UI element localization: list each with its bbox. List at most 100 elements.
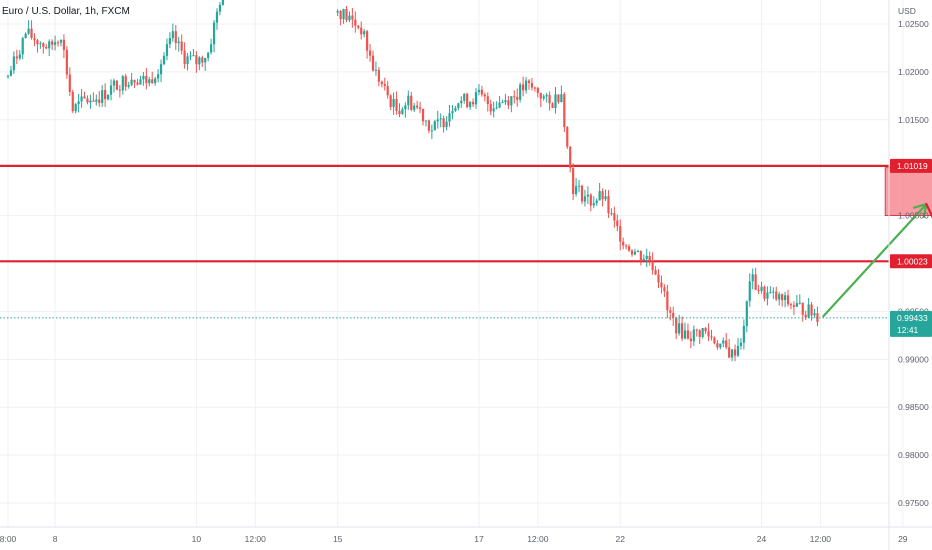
price-axis-currency: USD	[898, 6, 916, 16]
candle-body	[530, 82, 534, 88]
candle-body	[769, 292, 772, 294]
level-price-badge	[890, 254, 932, 269]
candle-body	[424, 120, 428, 122]
candle-body	[725, 340, 728, 348]
candle-body	[483, 94, 486, 97]
candle-body	[504, 100, 507, 103]
candle-body	[595, 200, 598, 204]
candle-body	[451, 110, 454, 114]
candle-body	[683, 330, 687, 339]
candle-body	[651, 260, 654, 271]
candle-body	[572, 168, 575, 195]
candle-body	[136, 82, 139, 85]
price-tick-label: 1.00500	[898, 211, 929, 221]
candle-body	[15, 56, 18, 59]
candle-body	[189, 55, 192, 57]
candle-body	[410, 95, 413, 110]
candle-body	[542, 96, 545, 99]
candle-body	[36, 40, 39, 45]
candle-body	[816, 313, 819, 322]
candle-body	[95, 99, 98, 102]
candle-body	[477, 89, 481, 93]
candle-body	[124, 76, 127, 87]
candle-body	[707, 331, 710, 337]
candle-body	[354, 19, 357, 26]
candle-body	[698, 330, 701, 337]
horizontal-levels[interactable]	[0, 164, 889, 263]
candle-body	[701, 327, 704, 337]
candle-body	[98, 99, 101, 103]
candle-body	[204, 57, 207, 63]
candle-body	[21, 38, 24, 55]
candle-body	[766, 292, 769, 299]
candle-body	[781, 294, 784, 301]
candle-body	[404, 105, 407, 110]
candle-body	[648, 255, 651, 261]
candle-body	[619, 226, 622, 242]
candle-body	[527, 80, 531, 83]
candle-body	[9, 70, 13, 76]
candle-body	[466, 93, 469, 108]
candle-body	[678, 323, 681, 334]
candle-body	[74, 104, 77, 112]
candle-body	[413, 105, 416, 110]
candle-body	[6, 75, 10, 77]
candle-body	[62, 39, 66, 50]
candle-body	[733, 349, 737, 356]
candle-body	[48, 41, 51, 49]
time-tick-label: 24	[757, 534, 767, 544]
candle-body	[127, 84, 130, 87]
candle-body	[810, 304, 813, 316]
candle-body	[672, 312, 675, 318]
candle-body	[192, 55, 195, 57]
candle-body	[757, 289, 760, 292]
candle-body	[692, 329, 695, 342]
candle-body	[348, 15, 351, 21]
time-tick-label: 15	[333, 534, 343, 544]
candle-body	[598, 191, 601, 201]
resistance-zone-rect[interactable]	[884, 167, 932, 216]
candle-body	[174, 31, 177, 44]
candle-body	[65, 49, 68, 75]
candle-body	[739, 342, 743, 347]
projection-arrows[interactable]	[822, 202, 932, 469]
candle-body	[510, 96, 513, 106]
candle-body	[577, 185, 581, 187]
candle-body	[522, 84, 525, 91]
candle-body	[586, 194, 589, 197]
candle-body	[342, 8, 345, 20]
projection-arrow-up-shaft[interactable]	[822, 202, 928, 318]
candle-body	[445, 121, 448, 128]
candle-body	[545, 94, 548, 97]
candle-body	[486, 96, 489, 105]
candle-body	[89, 100, 92, 103]
resistance-zone[interactable]	[884, 167, 932, 216]
price-tick-label: 0.97500	[898, 498, 929, 508]
candle-body	[183, 50, 186, 64]
candle-body	[104, 90, 107, 100]
candle-body	[198, 57, 201, 65]
candle-body	[195, 55, 198, 65]
candle-body	[657, 274, 660, 283]
candle-body	[395, 98, 398, 111]
candle-body	[130, 79, 133, 85]
candle-body	[616, 220, 619, 227]
candle-body	[760, 286, 763, 292]
price-tick-label: 0.99000	[898, 354, 929, 364]
candle-body	[801, 302, 804, 315]
candle-body	[480, 89, 484, 95]
candle-body	[357, 25, 360, 28]
candle-body	[680, 323, 684, 339]
candle-body	[351, 15, 354, 20]
price-tick-label: 0.98000	[898, 450, 929, 460]
candle-body	[165, 44, 169, 56]
candle-body	[689, 338, 692, 342]
candle-body	[12, 56, 15, 71]
candle-body	[145, 75, 148, 84]
candle-body	[795, 303, 798, 307]
candle-body	[121, 76, 124, 91]
candle-body	[569, 146, 572, 169]
candle-body	[813, 313, 816, 316]
